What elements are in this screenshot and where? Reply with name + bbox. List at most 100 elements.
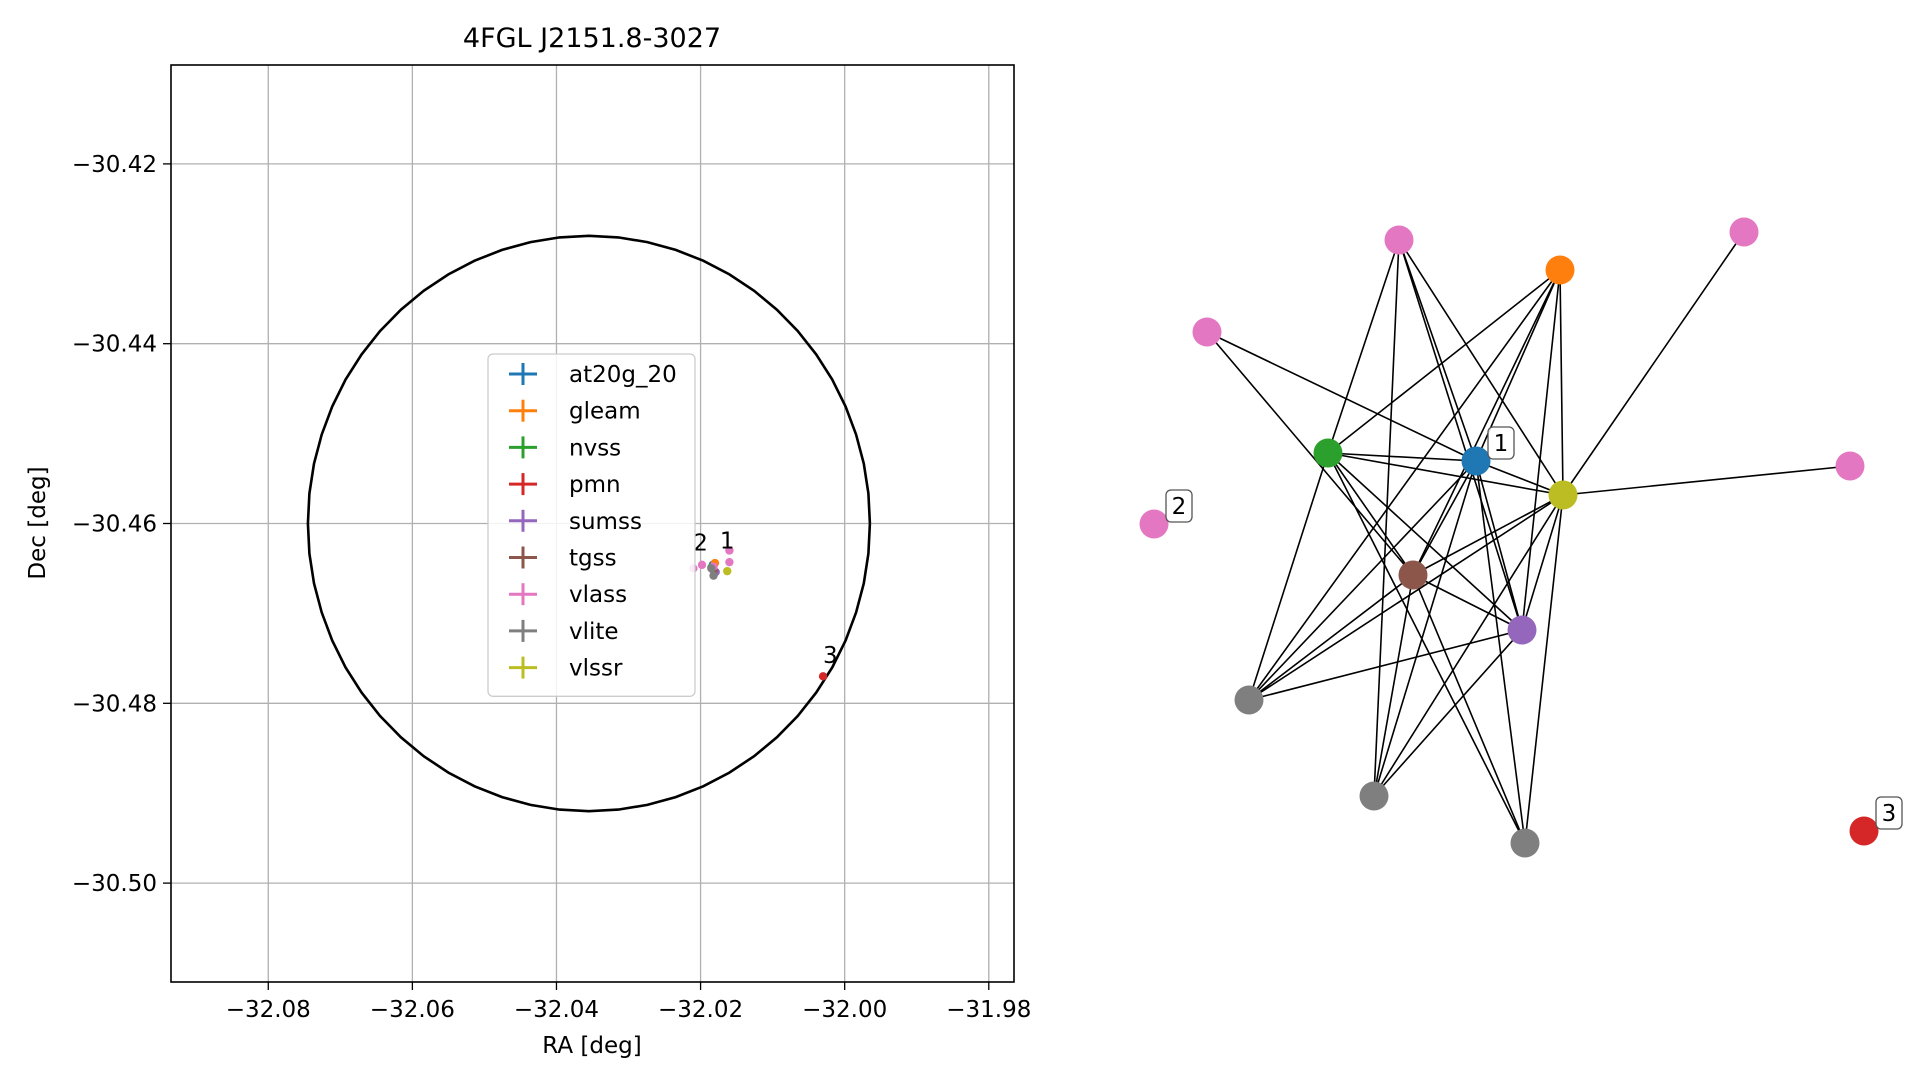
graph-edge	[1248, 452, 1329, 701]
legend-label: sumss	[569, 509, 642, 535]
data-point-vlite	[709, 571, 718, 580]
graph-node	[1545, 255, 1575, 285]
graph-edge	[1562, 231, 1745, 496]
graph-edge	[1373, 239, 1400, 797]
legend-label: tgss	[569, 546, 617, 572]
graph-node	[1398, 560, 1428, 590]
graph-edge	[1373, 574, 1414, 797]
legend-label: at20g_20	[569, 362, 677, 388]
graph-node	[1192, 317, 1222, 347]
graph-node	[1384, 225, 1414, 255]
graph-edge	[1524, 494, 1564, 844]
legend-label: vlass	[569, 582, 627, 608]
graph-edge	[1412, 574, 1523, 631]
graph-node-label-box	[1487, 426, 1515, 460]
y-axis-label: Dec [deg]	[25, 466, 51, 579]
graph-edge	[1398, 239, 1523, 631]
x-axis-ticks: −32.08 −32.06 −32.04 −32.02 −32.00 −31.98	[226, 982, 1031, 1023]
graph-edge	[1327, 452, 1564, 496]
graph-edge	[1248, 574, 1414, 701]
x-tick-label: −32.00	[802, 997, 887, 1023]
graph-edge	[1412, 460, 1477, 576]
graph-edge	[1327, 452, 1526, 844]
graph-node	[1461, 446, 1491, 476]
graph-edge	[1562, 465, 1851, 496]
data-point-vlass	[697, 560, 707, 570]
graph-node-label-box	[1875, 796, 1903, 830]
point-annotations: 2 1 3	[693, 529, 837, 669]
x-tick-label: −32.08	[226, 997, 311, 1023]
graph-edge	[1248, 494, 1564, 701]
graph-node	[1510, 828, 1540, 858]
graph-edge	[1521, 494, 1564, 631]
y-tick-label: −30.48	[72, 691, 157, 717]
graph-edge	[1327, 239, 1400, 454]
graph-node	[1548, 480, 1578, 510]
plot-title: 4FGL J2151.8-3027	[463, 23, 721, 54]
graph-edge	[1327, 452, 1523, 631]
legend-label: nvss	[569, 435, 621, 461]
graph-edge	[1475, 460, 1564, 496]
graph-node	[1234, 685, 1264, 715]
legend-label: vlssr	[569, 656, 623, 682]
graph-edge	[1327, 269, 1561, 454]
point-annotation: 1	[720, 529, 735, 555]
sky-plot: 4FGL J2151.8-3027 2 1 3 −32.08 −32.06 −32.04…	[25, 23, 1031, 1059]
data-point-vlass	[725, 546, 734, 555]
graph-edge	[1373, 460, 1477, 797]
legend-label: pmn	[569, 472, 621, 498]
graph-node	[1313, 438, 1343, 468]
graph-edge	[1327, 452, 1414, 576]
graph-edge	[1398, 239, 1477, 462]
y-tick-label: −30.42	[72, 152, 157, 178]
graph-node	[1835, 451, 1865, 481]
network-graph: 1 3 2	[1139, 217, 1903, 858]
x-tick-label: −32.02	[658, 997, 743, 1023]
legend-label: gleam	[569, 399, 641, 425]
graph-edge	[1475, 460, 1526, 844]
x-tick-label: −32.04	[514, 997, 599, 1023]
point-annotation: 2	[693, 530, 708, 556]
graph-edge	[1248, 460, 1477, 701]
graph-edge	[1248, 629, 1523, 701]
graph-edge	[1412, 494, 1564, 576]
y-tick-label: −30.44	[72, 332, 157, 358]
graph-node	[1507, 615, 1537, 645]
data-point-pmn	[818, 672, 828, 681]
graph-edge	[1206, 331, 1414, 576]
graph-edges	[1206, 231, 1851, 844]
graph-edge	[1475, 460, 1523, 631]
data-point-vlass	[725, 557, 734, 567]
graph-node-label-box	[1165, 489, 1193, 523]
graph-edge	[1521, 269, 1561, 631]
graph-node	[1139, 509, 1169, 539]
data-point-vlssr	[723, 566, 732, 576]
graph-node-label: 2	[1172, 494, 1187, 520]
graph-edge	[1373, 494, 1564, 797]
graph-edge	[1327, 452, 1477, 462]
graph-node-label: 3	[1882, 801, 1897, 827]
legend-label: vlite	[569, 619, 619, 645]
error-circle-layer	[306, 234, 872, 813]
graph-edge	[1398, 239, 1564, 496]
graph-node-labels: 1 3 2	[1165, 426, 1903, 830]
error-circle	[306, 234, 872, 813]
y-tick-label: −30.50	[72, 871, 157, 897]
graph-edge	[1206, 331, 1477, 462]
y-axis-ticks: −30.42 −30.44 −30.46 −30.48 −30.50	[72, 152, 171, 897]
graph-edge	[1248, 269, 1561, 701]
graph-node	[1359, 781, 1389, 811]
x-tick-label: −31.98	[946, 997, 1031, 1023]
point-annotation: 3	[823, 643, 838, 669]
graph-node	[1849, 816, 1879, 846]
y-tick-label: −30.46	[72, 512, 157, 538]
graph-edge	[1373, 629, 1523, 797]
x-axis-label: RA [deg]	[542, 1033, 641, 1059]
data-point-vlite	[707, 564, 716, 573]
data-points	[689, 546, 828, 681]
graph-nodes	[1139, 217, 1879, 858]
graph-edge	[1412, 269, 1561, 576]
graph-node-label: 1	[1494, 431, 1509, 457]
graph-edge	[1412, 574, 1526, 844]
